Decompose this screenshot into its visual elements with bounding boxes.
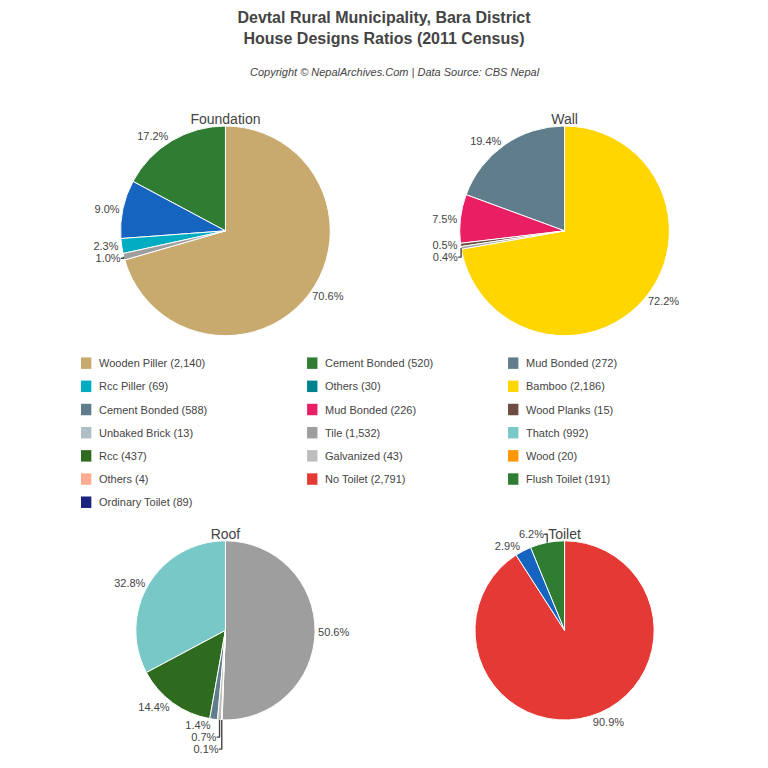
svg-text:0.4%: 0.4% — [433, 251, 458, 263]
svg-text:7.5%: 7.5% — [432, 213, 457, 225]
svg-text:0.5%: 0.5% — [432, 239, 457, 251]
svg-text:Wood (20): Wood (20) — [526, 450, 577, 462]
svg-text:Others (30): Others (30) — [325, 380, 381, 392]
svg-text:14.4%: 14.4% — [138, 701, 169, 713]
svg-text:Thatch (992): Thatch (992) — [526, 427, 588, 439]
svg-text:Others (4): Others (4) — [99, 473, 149, 485]
svg-text:Rcc Piller (69): Rcc Piller (69) — [99, 380, 168, 392]
svg-text:32.8%: 32.8% — [114, 577, 145, 589]
svg-text:0.1%: 0.1% — [193, 743, 218, 755]
svg-text:2.3%: 2.3% — [93, 240, 118, 252]
svg-text:Toilet: Toilet — [548, 526, 581, 542]
svg-text:72.2%: 72.2% — [648, 295, 679, 307]
svg-text:70.6%: 70.6% — [312, 290, 343, 302]
svg-text:Tile (1,532): Tile (1,532) — [325, 427, 380, 439]
svg-text:Wooden Piller (2,140): Wooden Piller (2,140) — [99, 357, 205, 369]
svg-text:No Toilet (2,791): No Toilet (2,791) — [325, 473, 406, 485]
svg-text:9.0%: 9.0% — [95, 203, 120, 215]
svg-text:Bamboo (2,186): Bamboo (2,186) — [526, 380, 605, 392]
svg-text:Ordinary Toilet (89): Ordinary Toilet (89) — [99, 496, 192, 508]
svg-text:19.4%: 19.4% — [470, 135, 501, 147]
svg-text:Wall: Wall — [551, 111, 578, 127]
svg-text:Mud Bonded (272): Mud Bonded (272) — [526, 357, 617, 369]
svg-text:Flush Toilet (191): Flush Toilet (191) — [526, 473, 610, 485]
svg-text:Cement Bonded (588): Cement Bonded (588) — [99, 404, 207, 416]
svg-text:1.0%: 1.0% — [96, 252, 121, 264]
svg-text:Rcc (437): Rcc (437) — [99, 450, 147, 462]
svg-text:Wood Planks (15): Wood Planks (15) — [526, 404, 613, 416]
svg-text:17.2%: 17.2% — [137, 130, 168, 142]
svg-text:Unbaked Brick (13): Unbaked Brick (13) — [99, 427, 193, 439]
svg-text:Foundation: Foundation — [190, 111, 260, 127]
svg-text:0.7%: 0.7% — [191, 731, 216, 743]
svg-text:90.9%: 90.9% — [593, 716, 624, 728]
svg-text:6.2%: 6.2% — [519, 528, 544, 540]
svg-text:Copyright © NepalArchives.Com: Copyright © NepalArchives.Com | Data Sou… — [250, 66, 540, 78]
svg-text:Roof: Roof — [211, 526, 241, 542]
svg-text:1.4%: 1.4% — [185, 719, 210, 731]
svg-text:Devtal Rural Municipality, Bar: Devtal Rural Municipality, Bara District… — [237, 9, 531, 47]
svg-text:2.9%: 2.9% — [495, 540, 520, 552]
svg-text:Cement Bonded (520): Cement Bonded (520) — [325, 357, 433, 369]
svg-text:50.6%: 50.6% — [318, 626, 349, 638]
svg-text:Mud Bonded (226): Mud Bonded (226) — [325, 404, 416, 416]
svg-text:Galvanized (43): Galvanized (43) — [325, 450, 403, 462]
